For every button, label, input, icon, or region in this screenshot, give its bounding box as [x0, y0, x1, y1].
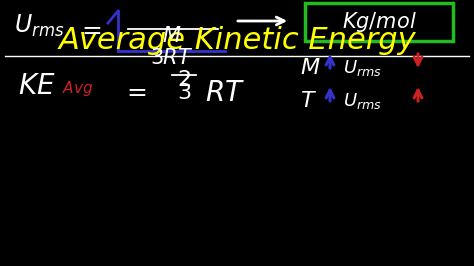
Text: $3$: $3$: [177, 83, 191, 103]
Text: $M$: $M$: [300, 58, 320, 78]
Text: $=$: $=$: [122, 79, 147, 103]
Text: $U_{rms}$: $U_{rms}$: [343, 58, 382, 78]
Text: $U_{rms}$: $U_{rms}$: [343, 91, 382, 111]
Text: $=$: $=$: [77, 17, 102, 41]
Text: $3RT$: $3RT$: [150, 48, 193, 68]
Text: $U_{rms}$: $U_{rms}$: [14, 13, 64, 39]
Text: $RT$: $RT$: [205, 79, 245, 107]
Text: $Kg/mol$: $Kg/mol$: [342, 10, 416, 34]
Text: $T$: $T$: [300, 91, 317, 111]
Text: $Avg$: $Avg$: [62, 79, 93, 98]
Text: $2$: $2$: [177, 70, 191, 90]
Text: $KE$: $KE$: [18, 72, 55, 100]
Text: Average Kinetic Energy: Average Kinetic Energy: [58, 26, 416, 55]
Bar: [305, 3, 453, 41]
Text: $M$: $M$: [162, 26, 182, 46]
